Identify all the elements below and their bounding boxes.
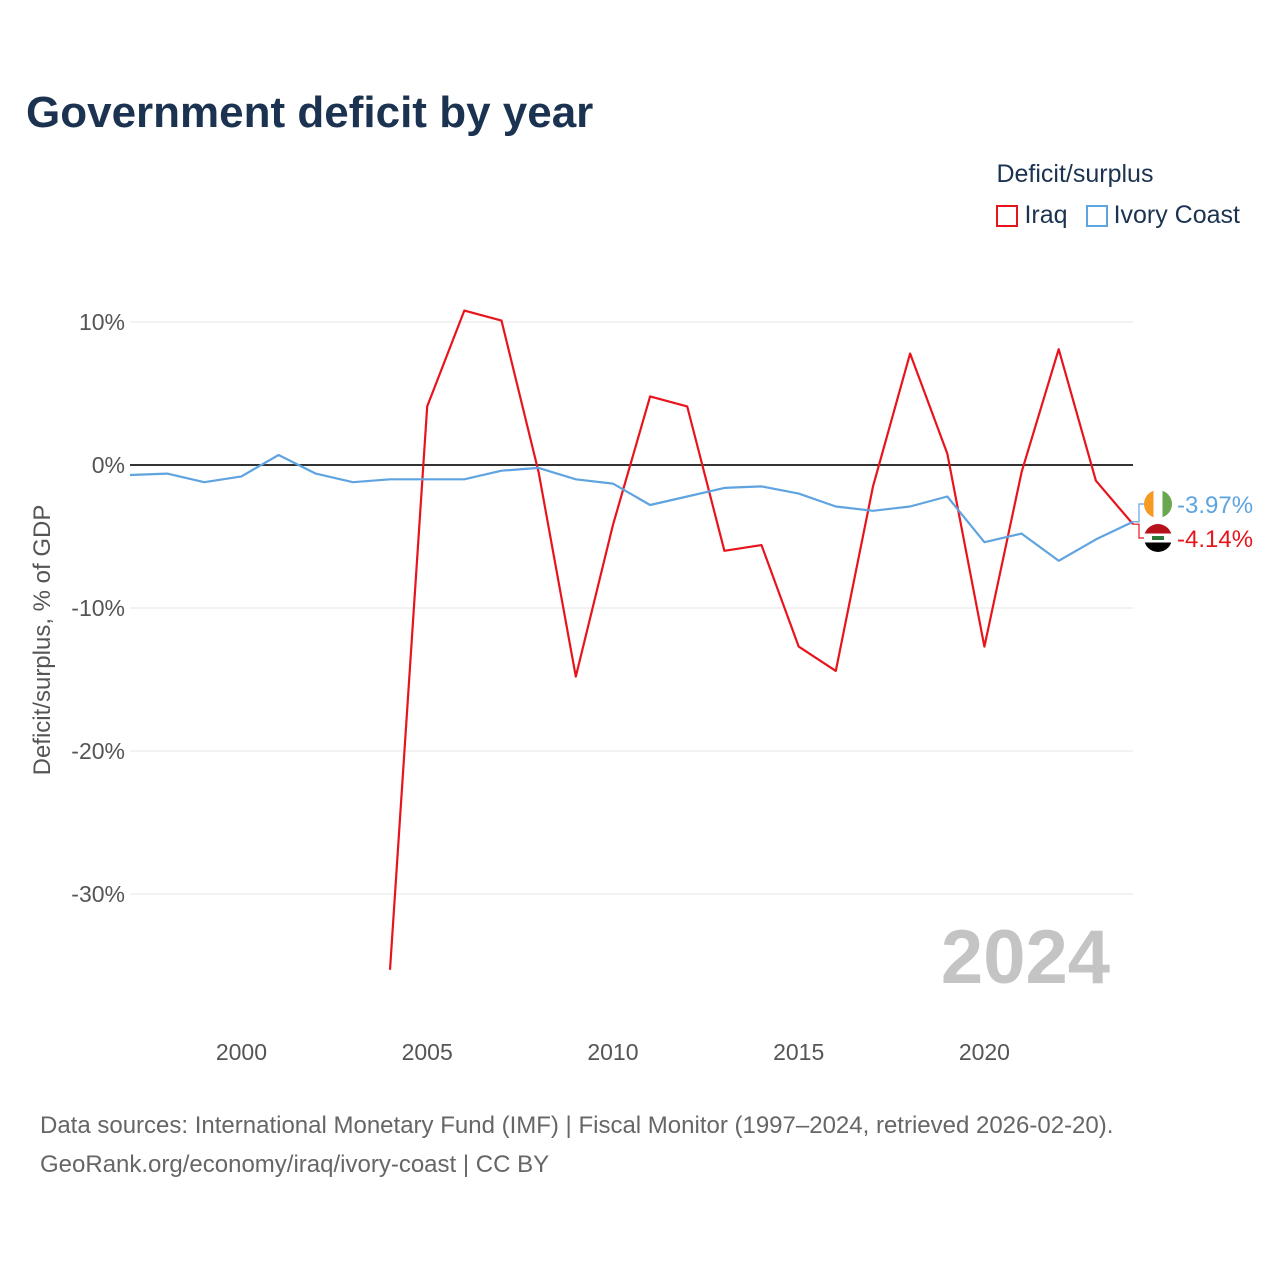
legend-item-iraq[interactable]: Iraq (996, 201, 1068, 230)
leader-line-iraq (1133, 523, 1145, 539)
series-line-iraq (388, 309, 1134, 970)
chart-title: Government deficit by year (26, 88, 594, 137)
y-tick-label-0: 10% (79, 309, 125, 335)
series-line-ivory-coast (129, 453, 1134, 562)
ivory-coast-flag-icon (1144, 490, 1172, 518)
legend-swatch-iraq (996, 204, 1019, 227)
x-tick-label-2: 2010 (587, 1039, 638, 1065)
y-tick-labels: 10% 0% -10% -20% -30% (71, 309, 125, 907)
legend-swatch-ivory-coast (1085, 204, 1108, 227)
legend-items: Iraq Ivory Coast (996, 201, 1240, 230)
flag-stripe-orange (1144, 490, 1154, 518)
y-tick-label-4: -30% (71, 881, 125, 907)
legend: Deficit/surplus Iraq Ivory Coast (996, 160, 1240, 230)
leader-line-ivory-coast (1133, 503, 1145, 523)
source-note: Data sources: International Monetary Fun… (40, 1106, 1113, 1184)
end-markers: -4.14% -3.97% (1133, 490, 1253, 553)
source-line-1: Data sources: International Monetary Fun… (40, 1112, 1114, 1139)
flag-stripe-red (1144, 524, 1172, 534)
legend-title: Deficit/surplus (996, 160, 1154, 188)
legend-label-iraq: Iraq (1024, 201, 1068, 229)
flag-fill-ivory-coast (1144, 490, 1172, 518)
y-tick-label-3: -20% (71, 738, 125, 764)
flag-stripe-green (1162, 490, 1172, 518)
y-tick-label-2: -10% (71, 595, 125, 621)
x-tick-label-3: 2015 (773, 1039, 824, 1065)
series-lines (129, 309, 1134, 970)
grid-lines (130, 321, 1133, 895)
flag-stripe-black (1144, 542, 1172, 552)
x-tick-label-4: 2020 (959, 1039, 1010, 1065)
flag-emblem (1152, 536, 1164, 540)
end-label-iraq: -4.14% (1177, 526, 1253, 553)
legend-label-ivory-coast: Ivory Coast (1113, 201, 1240, 229)
x-tick-labels: 2000 2005 2010 2015 2020 (216, 1039, 1010, 1065)
line-chart: 10% 0% -10% -20% -30% 2000 2005 2010 2015 2020 2… (29, 309, 1253, 1065)
flag-stripe-white (1153, 490, 1163, 518)
y-axis-label: Deficit/surplus, % of GDP (29, 505, 56, 776)
flag-fill-iraq (1144, 524, 1172, 552)
iraq-flag-icon (1144, 524, 1172, 552)
end-label-ivory-coast: -3.97% (1177, 492, 1253, 519)
x-tick-label-0: 2000 (216, 1039, 267, 1065)
year-watermark: 2024 (941, 915, 1110, 1000)
legend-item-ivory-coast[interactable]: Ivory Coast (1085, 201, 1240, 230)
x-tick-label-1: 2005 (402, 1039, 453, 1065)
source-line-2: GeoRank.org/economy/iraq/ivory-coast | C… (40, 1151, 550, 1178)
y-tick-label-1: 0% (92, 452, 125, 478)
